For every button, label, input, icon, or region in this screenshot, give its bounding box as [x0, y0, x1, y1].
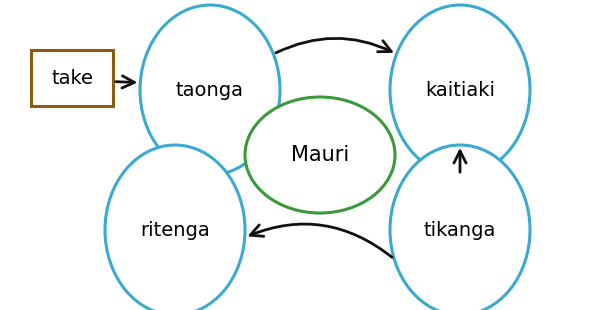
Ellipse shape	[105, 145, 245, 310]
Text: taonga: taonga	[176, 81, 244, 100]
FancyBboxPatch shape	[31, 50, 113, 106]
Text: tikanga: tikanga	[424, 220, 496, 240]
Ellipse shape	[390, 5, 530, 175]
Text: Mauri: Mauri	[291, 145, 349, 165]
Text: take: take	[51, 69, 93, 87]
Ellipse shape	[245, 97, 395, 213]
Text: ritenga: ritenga	[140, 220, 210, 240]
Ellipse shape	[140, 5, 280, 175]
Text: kaitiaki: kaitiaki	[425, 81, 495, 100]
Ellipse shape	[390, 145, 530, 310]
